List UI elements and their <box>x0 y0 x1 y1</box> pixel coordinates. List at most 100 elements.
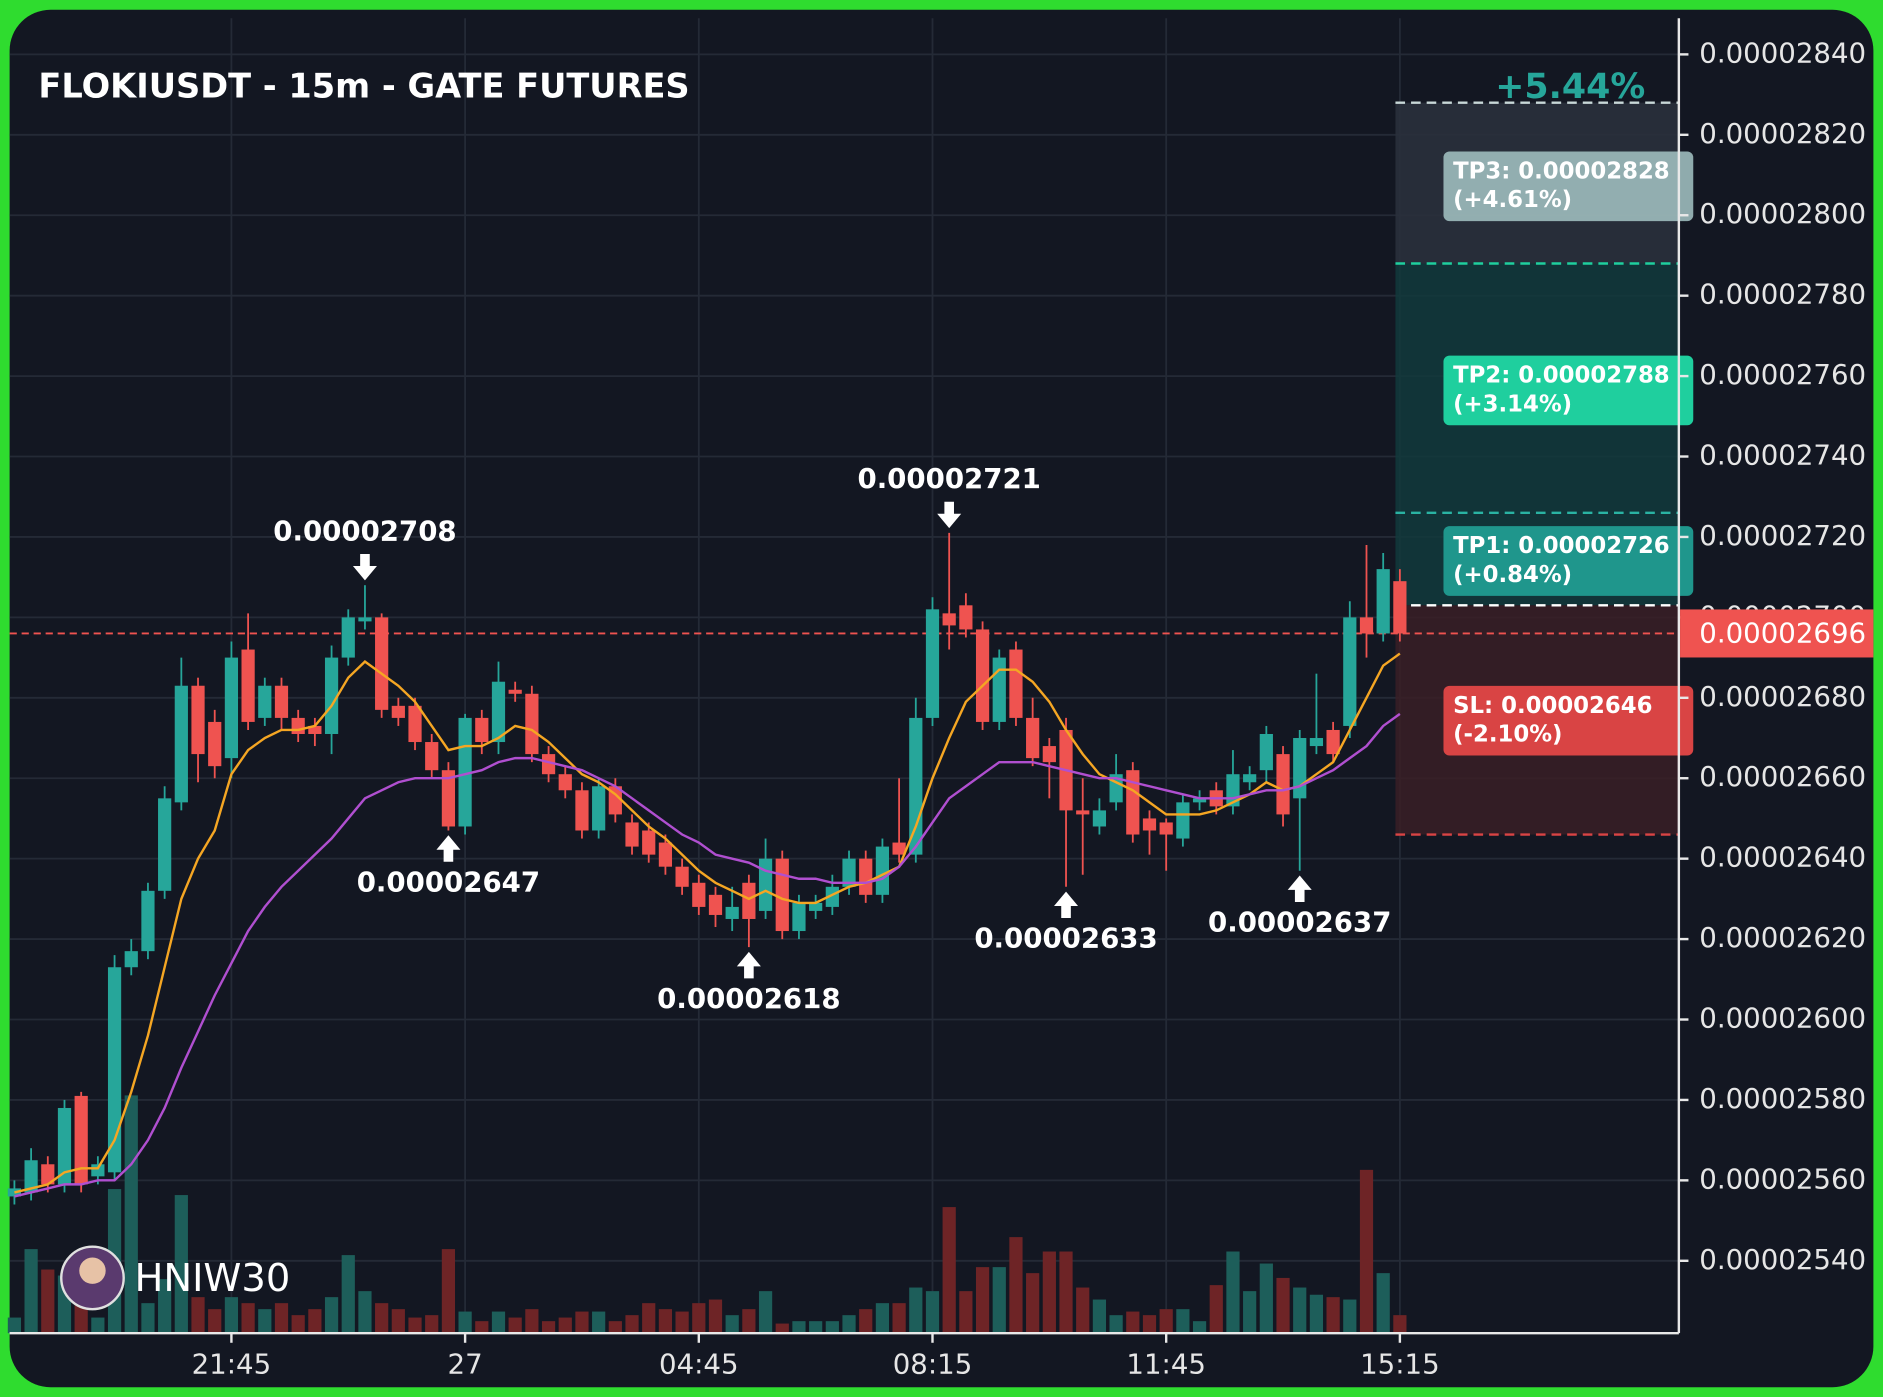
volume-bar <box>592 1311 606 1334</box>
candle-body <box>1376 569 1390 634</box>
candle-body <box>291 717 305 734</box>
volume-bar <box>708 1299 723 1334</box>
volume-bar <box>408 1317 422 1334</box>
candle-body <box>558 774 572 791</box>
candle-body <box>1293 738 1307 799</box>
volume-bar <box>1359 1169 1374 1334</box>
candle-body <box>141 890 155 952</box>
volume-bar <box>942 1207 956 1334</box>
stop-label-box <box>1443 685 1694 756</box>
low-label: 0.00002618 <box>657 982 840 1015</box>
y-tick-label: 0.00002540 <box>1699 1243 1866 1276</box>
candle-body <box>1126 770 1140 835</box>
candle-body <box>1176 802 1190 839</box>
low-arrow <box>436 835 461 862</box>
target-pct: (+3.14%) <box>1453 391 1572 417</box>
volume-bar <box>608 1321 622 1334</box>
candle-body <box>1276 754 1290 815</box>
candle-body <box>875 846 890 895</box>
candle-body <box>1009 649 1023 718</box>
low-label: 0.00002647 <box>357 865 540 898</box>
x-tick-label: 27 <box>448 1348 483 1381</box>
total-gain: +5.44% <box>1495 67 1645 107</box>
volume-bar <box>1092 1299 1107 1334</box>
volume-bar <box>341 1255 355 1334</box>
candle-body <box>675 866 689 887</box>
volume-bar <box>1226 1251 1240 1334</box>
target-pct: (+4.61%) <box>1453 187 1572 213</box>
volume-bar <box>391 1309 405 1334</box>
watermark: HNIW30 <box>135 1256 291 1301</box>
candle-body <box>391 705 405 718</box>
volume-bar <box>1309 1294 1324 1334</box>
candle-body <box>208 721 222 767</box>
candle-body <box>775 858 789 932</box>
candle-body <box>475 717 489 743</box>
volume-bar <box>208 1309 222 1334</box>
target-label-box <box>1443 355 1694 426</box>
candle-body <box>124 951 138 968</box>
candle-body <box>1042 746 1056 763</box>
high-arrow <box>352 553 377 581</box>
y-tick-label: 0.00002840 <box>1699 36 1866 69</box>
volume-bar <box>842 1315 856 1334</box>
volume-bar <box>124 1095 138 1334</box>
candle-body <box>942 613 956 626</box>
volume-bar <box>875 1303 890 1334</box>
volume-bar <box>1126 1311 1140 1334</box>
candle-body <box>758 858 773 911</box>
candle-body <box>241 649 255 722</box>
volume-bar <box>375 1303 389 1334</box>
volume-bar <box>1293 1287 1307 1334</box>
moving-average <box>14 712 1401 1198</box>
candle-body <box>959 605 973 630</box>
volume-bar <box>975 1267 990 1334</box>
candle-body <box>274 685 289 718</box>
volume-bar <box>1393 1315 1407 1334</box>
volume-bar <box>658 1309 673 1334</box>
candle-body <box>375 617 389 710</box>
volume-bar <box>458 1311 472 1334</box>
volume-bar <box>174 1195 188 1334</box>
candle-body <box>1243 774 1257 783</box>
volume-bar <box>959 1291 973 1334</box>
x-tick-label: 04:45 <box>659 1348 739 1381</box>
volume-bar <box>825 1321 839 1334</box>
candle-body <box>174 685 188 803</box>
volume-bar <box>792 1321 806 1334</box>
candle-body <box>41 1164 55 1185</box>
candle-body <box>1393 581 1407 634</box>
volume-bar <box>1259 1263 1273 1334</box>
volume-bar <box>425 1315 439 1334</box>
candle-body <box>708 894 723 915</box>
x-tick-label: 11:45 <box>1126 1348 1206 1381</box>
target-label: TP1: 0.00002726 <box>1453 533 1670 559</box>
candle-body <box>308 725 322 734</box>
candle-body <box>1192 798 1207 803</box>
volume-bar <box>1159 1309 1173 1334</box>
volume-bar <box>742 1309 756 1334</box>
volume-bar <box>441 1249 456 1334</box>
target-label: TP3: 0.00002828 <box>1453 158 1670 184</box>
volume-bar <box>1326 1297 1340 1334</box>
x-tick-label: 08:15 <box>893 1348 973 1381</box>
volume-bar <box>7 1317 22 1334</box>
y-tick-label: 0.00002780 <box>1699 278 1866 311</box>
candle-body <box>925 609 940 718</box>
candle-body <box>508 689 522 694</box>
target-label: TP2: 0.00002788 <box>1453 363 1670 389</box>
volume-bar <box>1109 1315 1123 1334</box>
volume-bar <box>358 1291 372 1334</box>
volume-bar <box>1026 1273 1040 1334</box>
volume-bar <box>1376 1273 1390 1334</box>
candle-body <box>491 681 506 743</box>
candle-body <box>725 906 739 919</box>
candle-body <box>541 754 556 775</box>
volume-bar <box>1009 1237 1023 1334</box>
volume-bar <box>1142 1315 1157 1334</box>
volume-bar <box>1192 1321 1207 1334</box>
avatar-face <box>79 1257 106 1284</box>
candle-body <box>525 693 539 755</box>
volume-bar <box>992 1267 1006 1334</box>
